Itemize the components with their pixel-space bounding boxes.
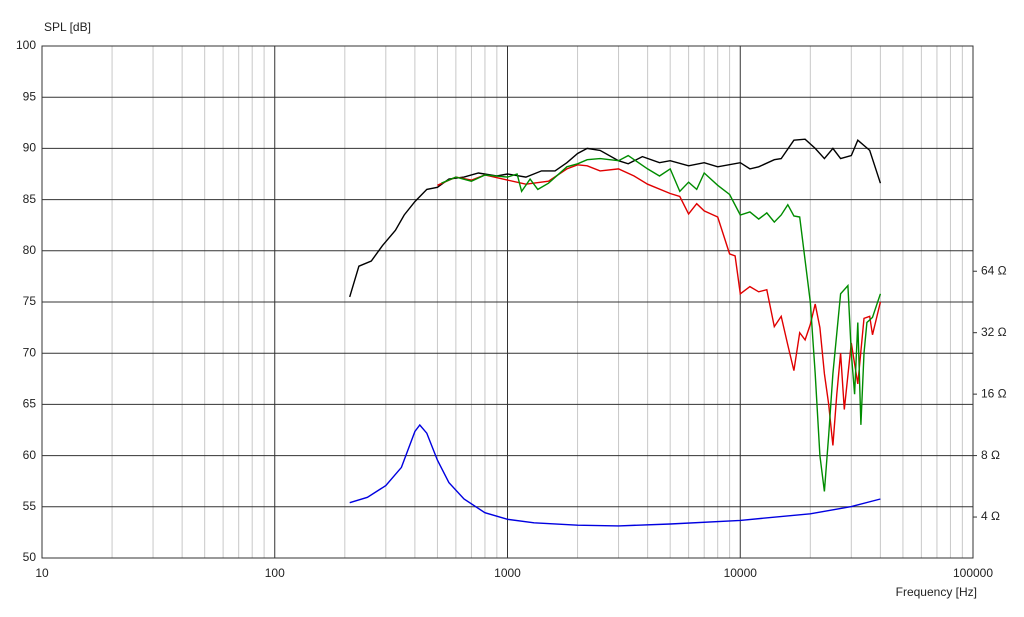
plot-frame — [41, 45, 974, 559]
series-line — [349, 423, 881, 527]
series-line — [437, 164, 882, 446]
y-tick-label: 85 — [23, 192, 37, 206]
y-axis-label: SPL [dB] — [44, 20, 91, 34]
y-tick-label: 75 — [23, 294, 37, 308]
series-line — [349, 138, 882, 298]
y-tick-label: 95 — [23, 89, 37, 103]
x-tick-label: 10000 — [724, 566, 758, 580]
y-tick-label: 60 — [23, 448, 37, 462]
y-tick-label: 50 — [23, 550, 37, 564]
y-tick-label: 65 — [23, 397, 37, 411]
x-tick-label: 100000 — [953, 566, 993, 580]
y-tick-label: 55 — [23, 499, 37, 513]
y-tick-label: 100 — [16, 38, 36, 52]
x-tick-label: 1000 — [494, 566, 521, 580]
y2-tick-label: 16 Ω — [981, 386, 1007, 400]
y-tick-label: 70 — [23, 345, 37, 359]
y2-tick-label: 8 Ω — [981, 448, 1000, 462]
y-tick-label: 80 — [23, 243, 37, 257]
series-line — [441, 154, 882, 492]
y2-tick-label: 32 Ω — [981, 325, 1007, 339]
y2-tick-label: 64 Ω — [981, 263, 1007, 277]
x-tick-label: 10 — [35, 566, 49, 580]
x-axis-label: Frequency [Hz] — [896, 585, 977, 599]
y-tick-label: 90 — [23, 141, 37, 155]
x-tick-label: 100 — [265, 566, 285, 580]
y2-tick-label: 4 Ω — [981, 509, 1000, 523]
